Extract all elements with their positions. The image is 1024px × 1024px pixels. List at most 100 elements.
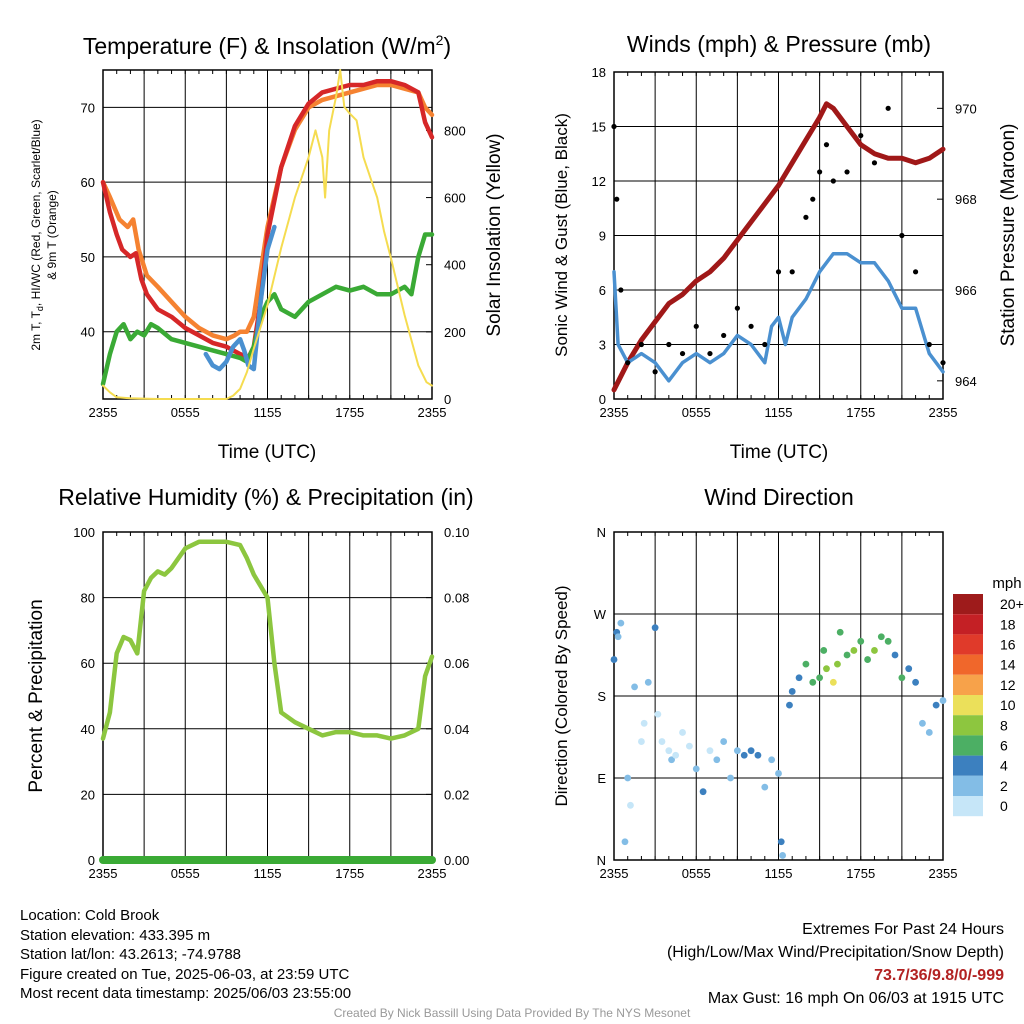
temp-ylabel-left-line2: & 9m T (Orange)	[45, 190, 59, 280]
rh-ytick-label: 40	[81, 722, 95, 737]
legend-label: 12	[1000, 677, 1016, 693]
wdir-point	[891, 651, 899, 659]
temp-xtick-label: 1755	[335, 405, 364, 420]
extremes-heading: Extremes For Past 24 Hours	[802, 921, 1004, 938]
gust-point	[748, 323, 754, 329]
legend-swatch	[953, 695, 983, 716]
wdir-point	[631, 683, 638, 691]
gust-point	[871, 160, 878, 166]
gust-point	[614, 196, 620, 202]
wdir-point	[740, 751, 748, 759]
winds-y2tick-label: 966	[955, 283, 977, 298]
gust-point	[830, 178, 836, 184]
pressure-line	[611, 101, 946, 393]
wdir-point	[610, 656, 618, 663]
temp-ylabel-left-line1: 2m T, Td, HI/WC (Red, Green, Scarlet/Blu…	[29, 119, 45, 350]
legend-swatch	[953, 755, 983, 776]
wdir-panel-title: Wind Direction	[704, 484, 854, 510]
legend-swatch	[953, 715, 983, 736]
wdir-point	[843, 651, 851, 659]
legend-label: 0	[1000, 798, 1008, 814]
gust-point	[899, 232, 905, 239]
station-latlon: Station lat/lon: 43.2613; -74.9788	[20, 946, 242, 963]
gust-point	[775, 269, 782, 275]
temp-series-line	[203, 224, 277, 372]
wdir-point	[654, 710, 662, 718]
gust-point	[707, 350, 713, 357]
wdir-point	[672, 751, 680, 759]
temp-ylabel-right: Solar Insolation (Yellow)	[484, 133, 505, 336]
gust-point	[789, 269, 795, 275]
extremes-info: Extremes For Past 24 Hours (High/Low/Max…	[667, 918, 1004, 1010]
rh-y2tick-label: 0.10	[444, 525, 469, 540]
recent-timestamp: Most recent data timestamp: 2025/06/03 2…	[20, 985, 352, 1002]
wdir-point	[627, 801, 634, 809]
wdir-point	[644, 678, 652, 686]
gust-point	[885, 105, 891, 111]
rh-y2tick-label: 0.02	[444, 787, 469, 802]
wdir-color-legend: 20+ 18 16 14 12 10 8 6 4 2 0	[953, 594, 1024, 817]
temp-series-line	[100, 82, 435, 342]
rh-ytick-label: 80	[81, 591, 95, 606]
wdir-point	[905, 665, 913, 673]
wdir-point	[884, 637, 892, 645]
gust-point	[618, 287, 624, 293]
legend-swatch	[953, 594, 983, 615]
winds-ytick-label: 18	[592, 65, 606, 80]
wdir-point	[668, 756, 675, 764]
winds-y2tick-label: 970	[955, 101, 977, 116]
wdir-xtick-label: 0555	[682, 866, 711, 881]
legend-swatch	[953, 796, 983, 817]
wdir-point	[779, 852, 787, 859]
gust-point	[823, 142, 830, 148]
wind-line	[612, 251, 945, 383]
temp-xtick-label: 2355	[89, 405, 118, 420]
wdir-xtick-label: 2355	[929, 866, 958, 881]
legend-swatch	[953, 674, 983, 695]
temp-series-line	[102, 69, 433, 400]
wdir-point	[665, 747, 673, 755]
wdir-legend-title: mph	[992, 575, 1021, 592]
wdir-ytick-label: E	[597, 771, 606, 786]
rh-xtick-label: 1155	[254, 866, 282, 881]
rh-y2tick-label: 0.08	[444, 591, 469, 606]
rh-ylabel-left: Percent & Precipitation	[26, 599, 47, 792]
gust-point	[803, 214, 809, 220]
wdir-point	[932, 701, 940, 709]
gust-point	[926, 341, 932, 348]
wdir-point	[820, 647, 828, 654]
temp-y2tick-label: 600	[444, 191, 466, 206]
gust-point	[625, 360, 631, 366]
legend-label: 8	[1000, 717, 1008, 733]
rh-panel-title: Relative Humidity (%) & Precipitation (i…	[58, 484, 473, 510]
temp-y2tick-label: 400	[444, 258, 466, 273]
wdir-point	[747, 747, 755, 755]
temp-ytick-label: 60	[81, 175, 95, 190]
rh-xtick-label: 2355	[418, 866, 447, 881]
gust-point	[679, 350, 686, 357]
extremes-values: 73.7/36/9.8/0/-999	[874, 967, 1004, 984]
legend-label: 20+	[1000, 596, 1024, 612]
gust-point	[638, 341, 645, 348]
temp-ytick-label: 70	[81, 100, 95, 115]
wdir-point	[898, 674, 906, 682]
wdir-point	[836, 628, 844, 636]
gust-point	[611, 123, 617, 130]
gust-point	[666, 341, 672, 348]
temp-y2tick-label: 800	[444, 123, 466, 138]
temp-y2tick-label: 0	[444, 392, 451, 407]
rh-y2tick-label: 0.06	[444, 656, 469, 671]
wdir-point	[877, 633, 885, 641]
wdir-point	[795, 674, 803, 682]
gust-point	[734, 305, 740, 311]
legend-swatch	[953, 775, 983, 796]
legend-label: 16	[1000, 637, 1016, 653]
temp-panel-title: Temperature (F) & Insolation (W/m2)	[83, 32, 451, 59]
winds-ytick-label: 6	[599, 283, 606, 298]
wdir-point	[679, 729, 686, 736]
gust-point	[844, 169, 850, 175]
wdir-xtick-label: 1755	[846, 866, 875, 881]
wdir-point	[685, 742, 693, 750]
